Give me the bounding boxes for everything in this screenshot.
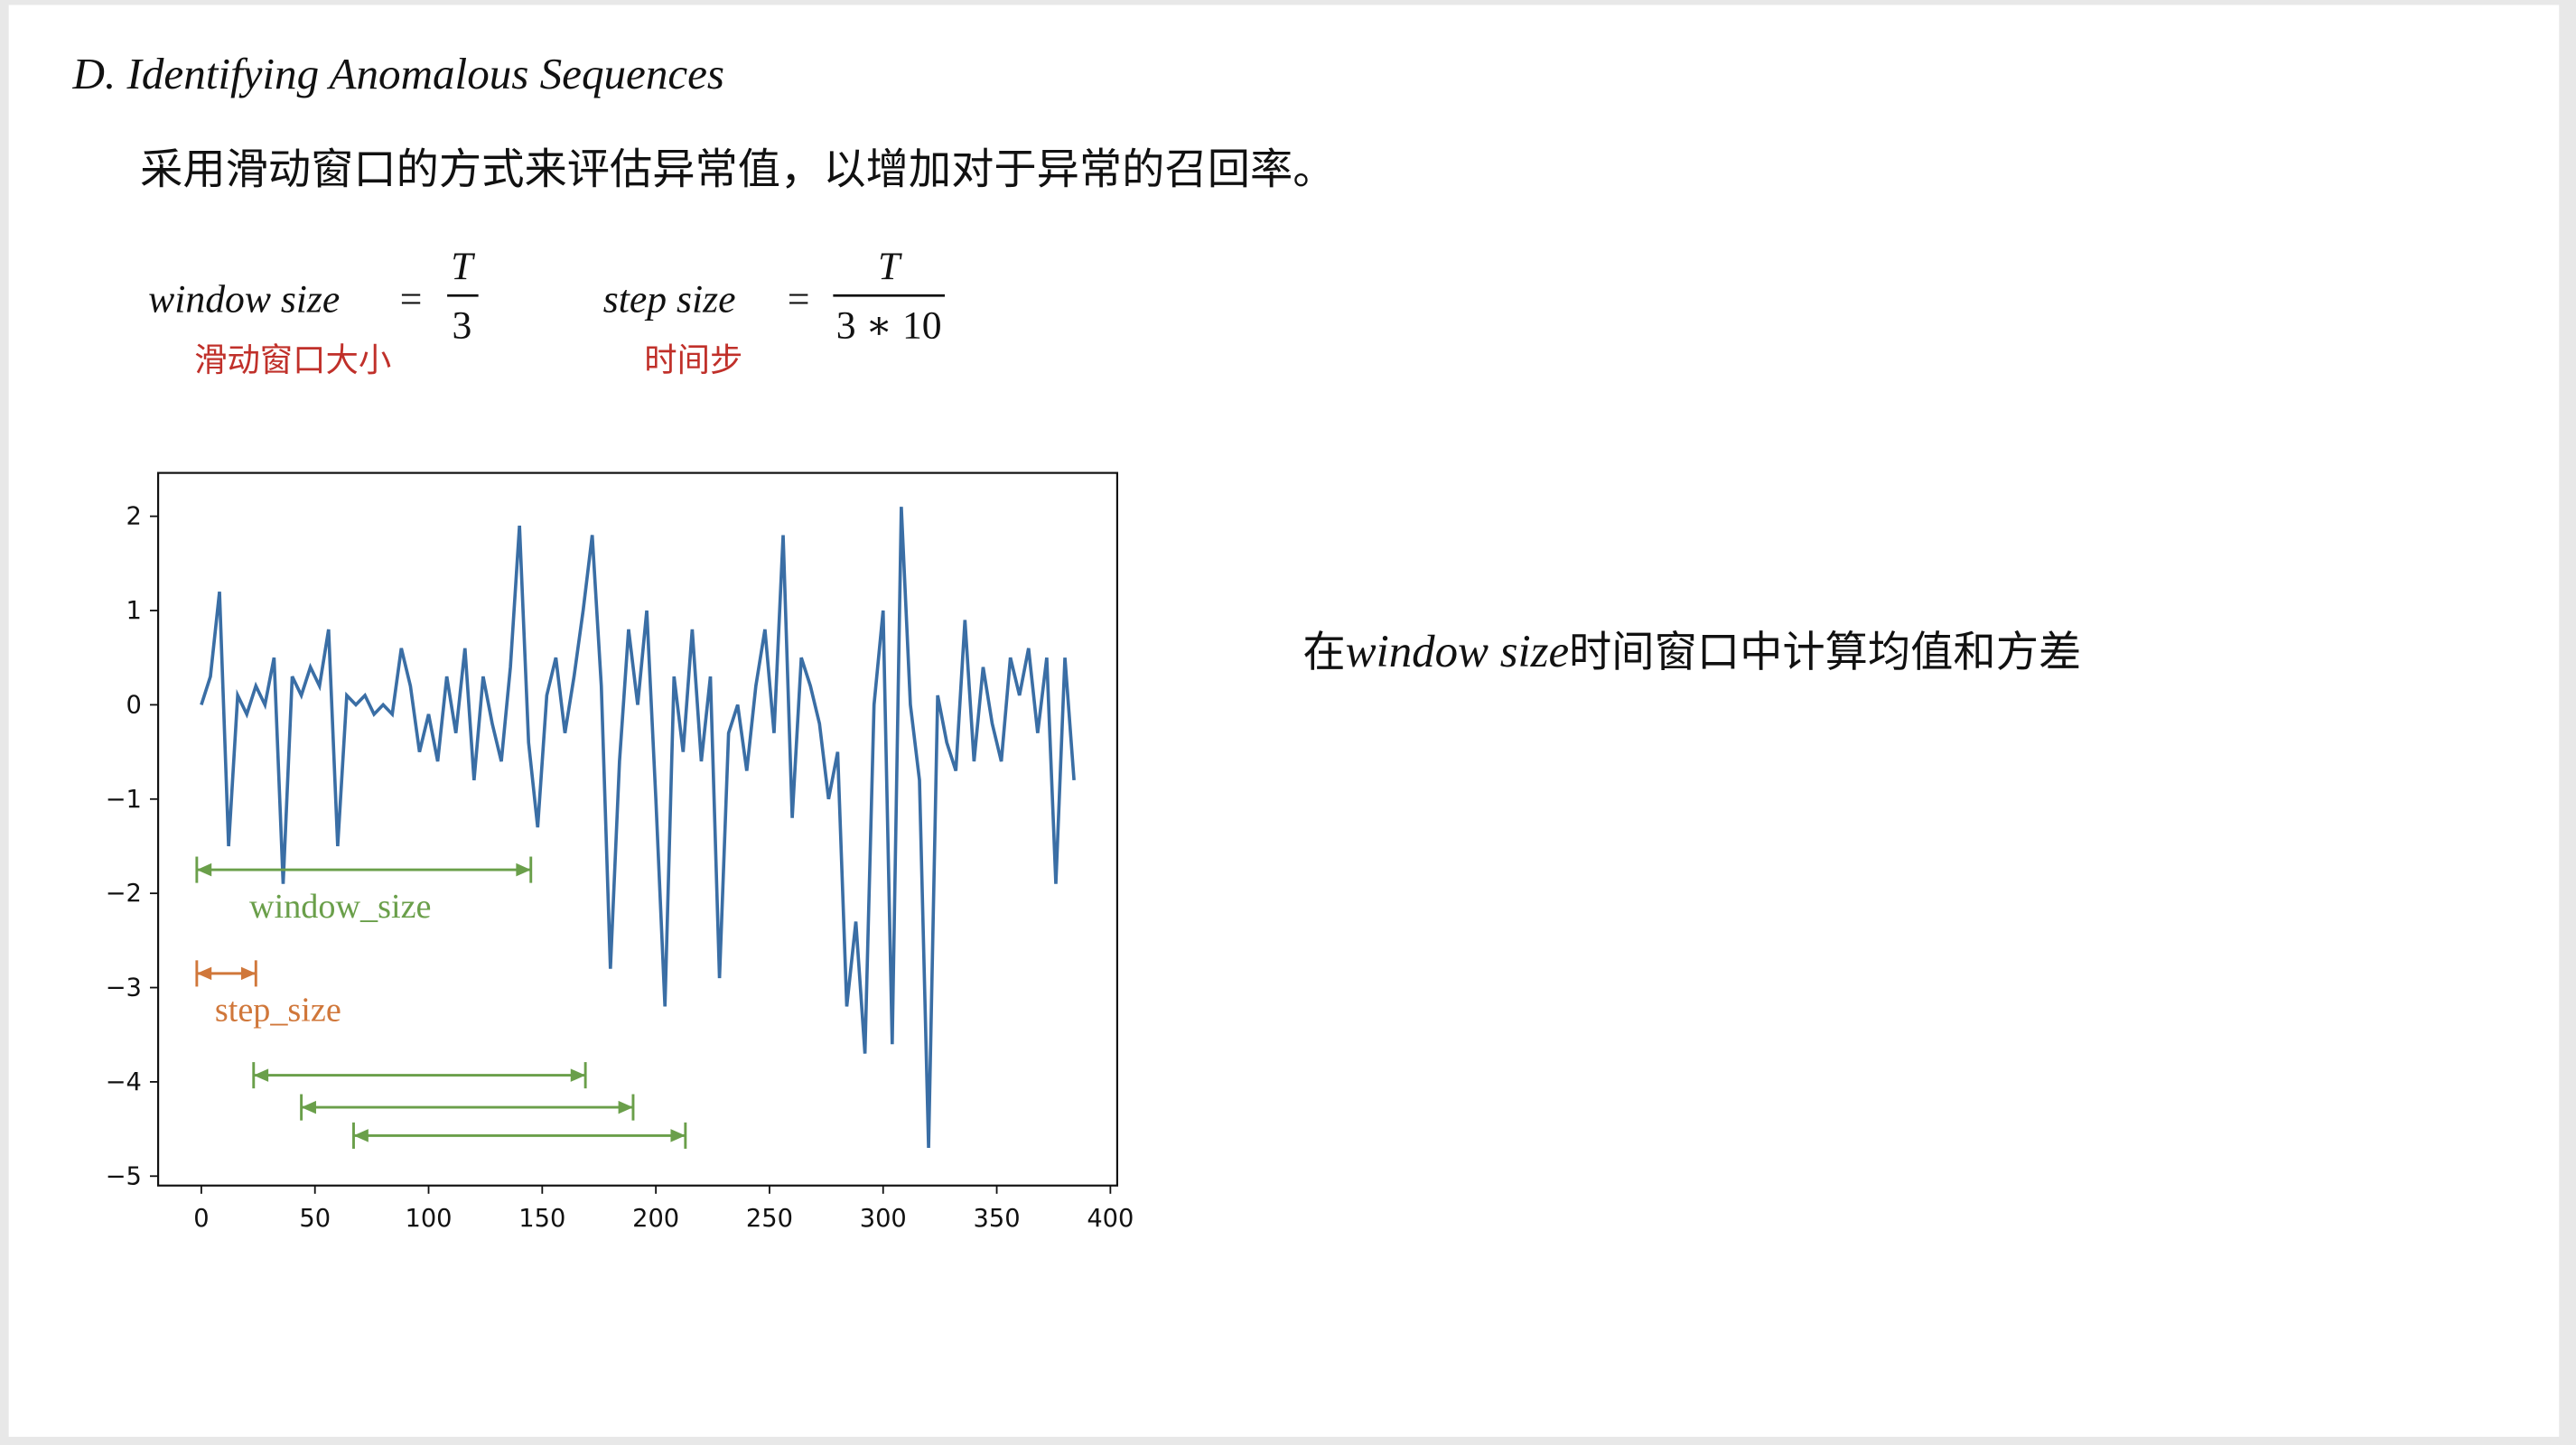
interval-label: step_size [215, 992, 341, 1030]
y-tick-label: −2 [106, 880, 142, 908]
y-tick-label: −1 [106, 786, 142, 814]
x-tick-label: 100 [405, 1205, 452, 1233]
formula-numerator: T [451, 245, 475, 288]
arrow-head [353, 1129, 369, 1142]
formula-caption: 滑动窗口大小 [194, 340, 391, 379]
description: 采用滑动窗口的方式来评估异常值，以增加对于异常的召回率。 [140, 145, 1335, 195]
y-tick-label: −3 [106, 974, 142, 1002]
y-tick-label: −4 [106, 1068, 142, 1096]
x-tick-label: 300 [860, 1205, 907, 1233]
formula-numerator: T [878, 245, 902, 288]
x-tick-label: 150 [518, 1205, 565, 1233]
note-text: 在 [1302, 628, 1345, 677]
x-tick-label: 350 [974, 1205, 1021, 1233]
x-tick-label: 0 [193, 1205, 209, 1233]
formula-relation: = [400, 277, 423, 321]
note-text: 时间窗口中计算均值和方差 [1569, 628, 2081, 677]
formula-denominator: 3 [453, 304, 472, 348]
arrow-head [301, 1100, 316, 1114]
arrow-head [618, 1100, 633, 1114]
y-tick-label: −5 [106, 1162, 142, 1190]
arrow-head [253, 1068, 269, 1082]
formula-lhs: step size [603, 277, 736, 321]
note: 在window size时间窗口中计算均值和方差 [1302, 627, 2081, 677]
x-tick-label: 250 [746, 1205, 793, 1233]
formula-denominator: 3 ∗ 10 [836, 304, 942, 348]
formula-lhs: window size [148, 277, 340, 321]
note-term: window size [1346, 627, 1569, 677]
x-tick-label: 400 [1087, 1205, 1134, 1233]
chart: 0 50 100 150 200 250 300 350 400 −5 −4 −3 −2 −1 0 1 2 win… [106, 503, 1134, 1233]
data-line [200, 507, 1076, 1149]
plot-area [156, 471, 1118, 1187]
arrow-head [196, 862, 212, 877]
y-tick-label: 1 [126, 597, 142, 625]
arrow-head [516, 862, 531, 877]
heading: D. Identifying Anomalous Sequences [72, 49, 724, 98]
formula-caption: 时间步 [644, 340, 742, 379]
arrow-head [670, 1129, 686, 1142]
formula-relation: = [788, 277, 810, 321]
y-tick-label: 2 [126, 503, 142, 531]
y-tick-label: 0 [126, 691, 142, 719]
arrow-head [196, 966, 212, 981]
arrow-head [240, 966, 257, 981]
x-tick-label: 200 [632, 1205, 679, 1233]
x-tick-label: 50 [299, 1205, 331, 1233]
interval-label: window_size [249, 888, 431, 926]
arrow-head [570, 1068, 586, 1082]
